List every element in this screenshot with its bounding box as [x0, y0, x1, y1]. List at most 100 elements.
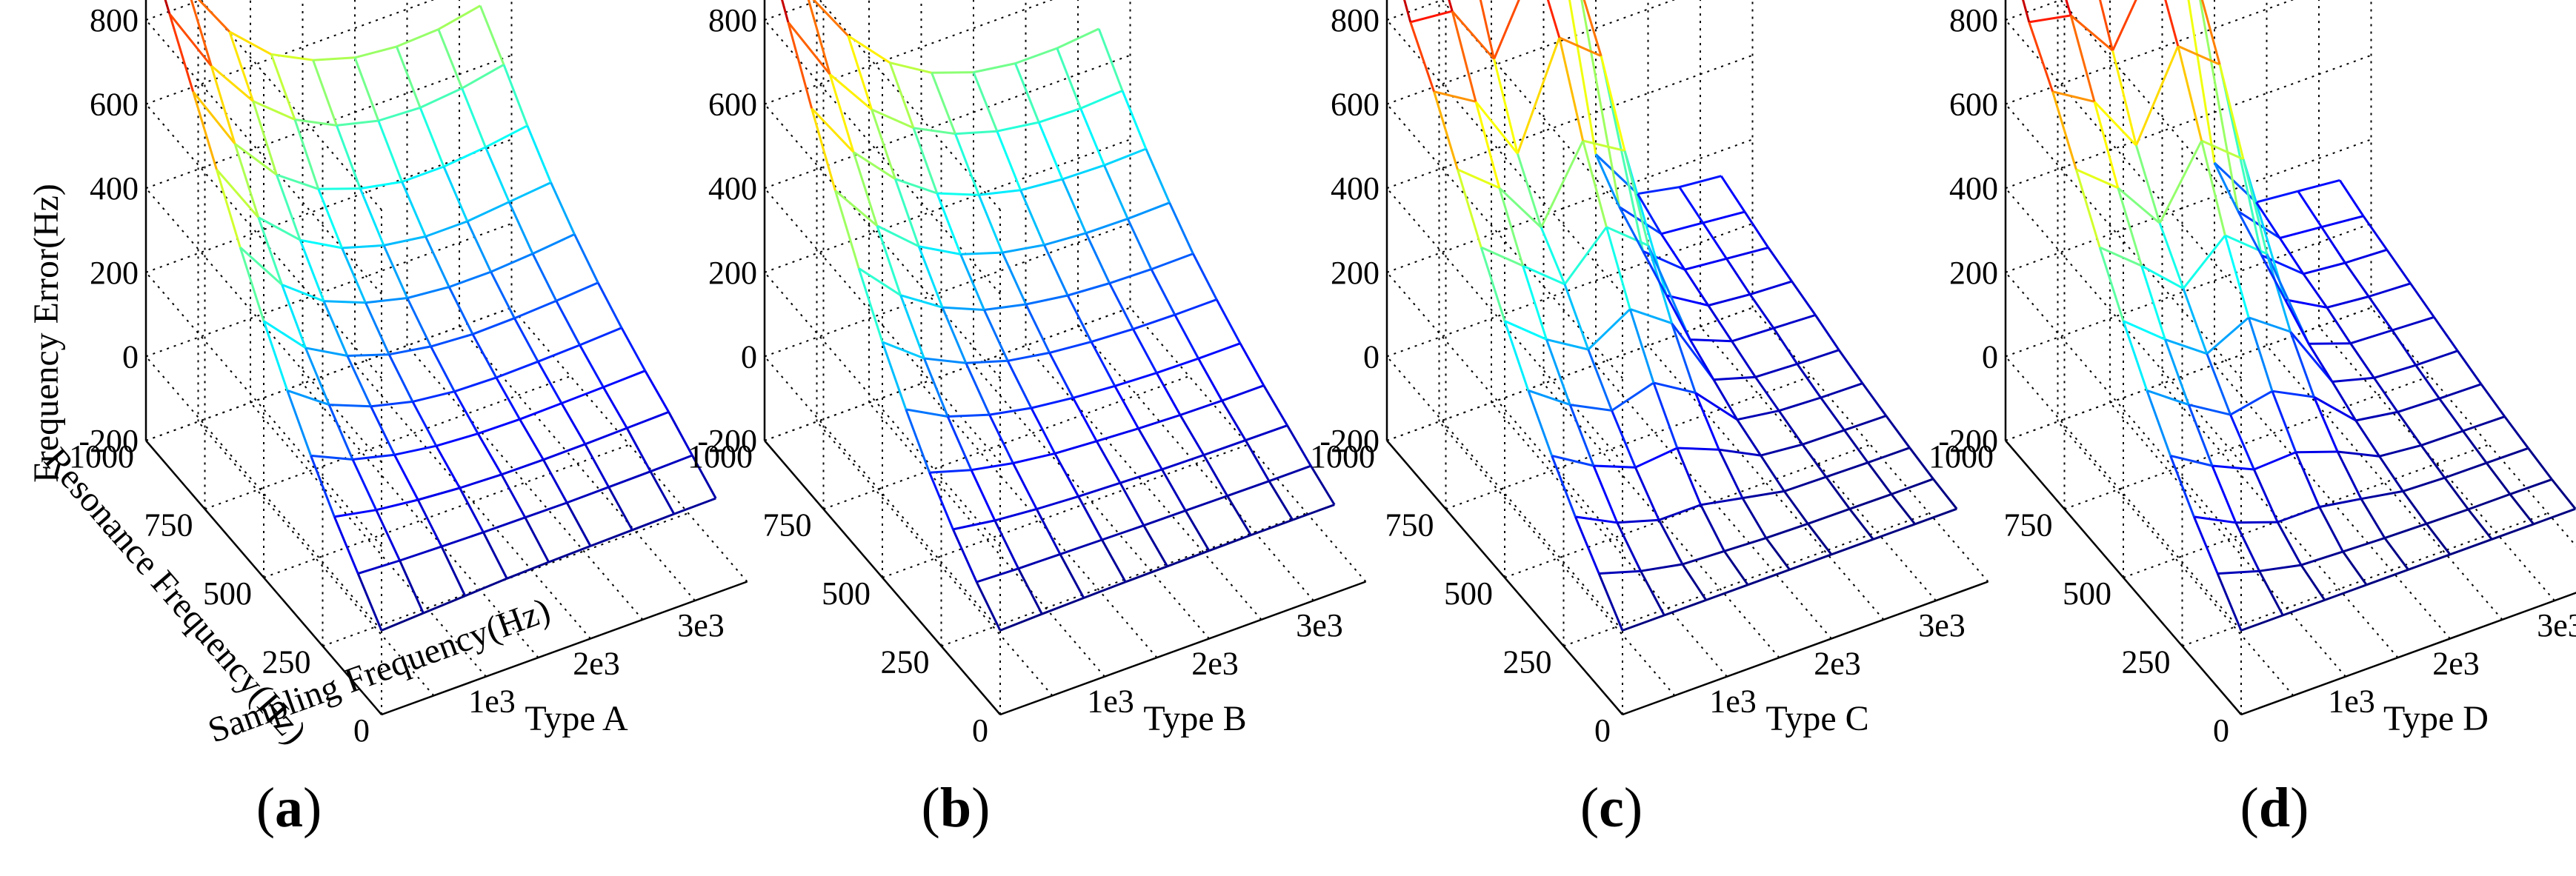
- surface-mesh-line: [1155, 372, 1182, 416]
- surface-mesh-line: [1731, 327, 1774, 343]
- grid-line: [1504, 444, 1871, 578]
- surface-mesh-line: [346, 355, 372, 407]
- surface-mesh-line: [1690, 338, 1732, 343]
- surface-mesh-line: [1125, 565, 1168, 584]
- surface-mesh-line: [1568, 404, 1595, 467]
- surface-mesh-line: [1221, 400, 1247, 441]
- surface-mesh-line: [931, 72, 956, 135]
- grid-line: [2182, 512, 2549, 647]
- surface-mesh-line: [532, 233, 576, 255]
- z-tick-label: 0: [122, 338, 139, 375]
- surface-mesh-line: [482, 516, 526, 534]
- surface-mesh-line: [2158, 222, 2185, 290]
- grid-line: [145, 0, 435, 105]
- surface-mesh-line: [1725, 258, 1751, 295]
- surface-mesh-line: [351, 458, 378, 511]
- surface-mesh-line: [1678, 186, 1704, 224]
- surface-mesh-line: [1628, 308, 1655, 384]
- grid-line: [2060, 0, 2242, 211]
- surface-mesh-line: [2051, 91, 2077, 170]
- surface-mesh-line: [1677, 447, 1720, 451]
- grid-line: [197, 421, 435, 697]
- type-label: Type D: [2383, 699, 2489, 738]
- surface-mesh-line: [1540, 140, 1584, 228]
- surface-mesh-line: [2391, 330, 2417, 367]
- y-tick-label: 250: [262, 644, 311, 681]
- surface-mesh-line: [276, 173, 319, 190]
- surface-mesh-line: [299, 238, 342, 250]
- surface-mesh-line: [341, 247, 367, 304]
- surface-mesh-line: [1705, 584, 1748, 601]
- surface-mesh-line: [1594, 153, 1639, 195]
- surface-mesh-line: [1569, 404, 1612, 412]
- surface-mesh-line: [258, 216, 301, 241]
- surface-mesh-line: [1741, 497, 1768, 539]
- surface-mesh-line: [1702, 222, 1728, 260]
- grid-line: [973, 364, 1210, 640]
- grid-line: [145, 272, 382, 547]
- type-label: Type B: [1143, 699, 1246, 738]
- y-tick-label: 250: [1503, 644, 1552, 681]
- surface-mesh-line: [234, 142, 278, 176]
- surface-mesh-line: [1142, 524, 1168, 567]
- surface-mesh-line: [323, 300, 366, 304]
- grid-line: [764, 138, 1131, 273]
- surface-mesh-line: [566, 486, 610, 504]
- surface-mesh-line: [239, 247, 265, 321]
- surface-mesh-line: [419, 87, 463, 109]
- surface-mesh-line: [585, 427, 628, 446]
- surface-mesh-line: [310, 455, 336, 518]
- surface-mesh-line: [513, 317, 539, 363]
- surface-mesh-line: [1737, 409, 1780, 421]
- surface-mesh-line: [988, 414, 1014, 464]
- surface-mesh-line: [1198, 342, 1241, 360]
- surface-mesh-line: [1227, 480, 1270, 498]
- surface-mesh-line: [2468, 492, 2511, 511]
- surface-mesh-line: [2284, 298, 2310, 345]
- surface-mesh-line: [2342, 537, 2386, 553]
- surface-mesh-line: [1137, 427, 1163, 470]
- surface-mesh-line: [1286, 424, 1312, 467]
- surface-mesh-line: [1292, 504, 1335, 521]
- surface-mesh-line: [1684, 257, 1727, 271]
- z-tick-label: 200: [708, 255, 757, 291]
- surface-mesh-line: [293, 119, 320, 190]
- surface-mesh-line: [477, 418, 521, 435]
- surface-mesh-line: [2146, 389, 2189, 407]
- surface-mesh-line: [955, 130, 997, 136]
- surface-mesh-line: [2279, 226, 2322, 239]
- surface-mesh-line: [1516, 37, 1561, 155]
- grid-line: [1438, 421, 1676, 697]
- x-tick-label: 3e3: [2537, 607, 2576, 643]
- surface-mesh-line: [565, 502, 592, 547]
- grid-line: [2214, 364, 2451, 640]
- grid-line: [1025, 345, 1262, 621]
- resonance-axis-line: [2005, 440, 2242, 715]
- grid-line: [2005, 187, 2242, 463]
- surface-mesh-line: [513, 299, 557, 320]
- surface-mesh-line: [1694, 392, 1738, 421]
- surface-mesh-line: [1605, 227, 1631, 310]
- surface-mesh-line: [924, 357, 966, 364]
- surface-mesh-line: [1540, 227, 1566, 285]
- surface-mesh-line: [2277, 506, 2320, 524]
- surface-mesh-line: [1018, 552, 1061, 570]
- grid-line: [816, 421, 1054, 697]
- surface-mesh-line: [2337, 450, 2380, 458]
- surface-mesh-line: [953, 519, 996, 531]
- surface-mesh-line: [2272, 389, 2314, 398]
- surface-mesh-line: [1156, 357, 1199, 375]
- surface-mesh-line: [1634, 447, 1678, 469]
- surface-mesh-line: [1749, 280, 1793, 296]
- panel-d: 10008006004002000-200100075050025001e32e…: [1928, 0, 2576, 749]
- surface-mesh-line: [1653, 381, 1696, 394]
- surface-mesh-line: [1647, 244, 1691, 341]
- surface-mesh-line: [2266, 253, 2292, 332]
- surface-mesh-line: [2313, 396, 2339, 452]
- surface-mesh-line: [918, 245, 961, 255]
- grid-line: [2161, 383, 2399, 658]
- surface-mesh-line: [356, 573, 383, 631]
- surface-mesh-line: [1791, 281, 1817, 316]
- surface-mesh-line: [502, 64, 529, 127]
- surface-mesh-line: [354, 45, 397, 59]
